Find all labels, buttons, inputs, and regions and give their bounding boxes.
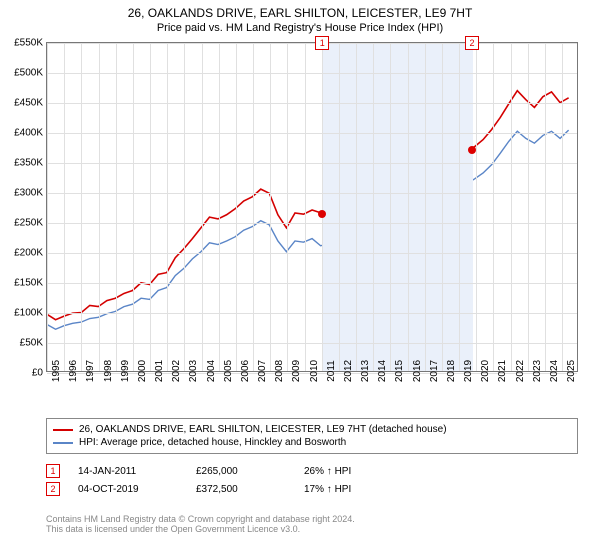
sale-dot [318, 210, 326, 218]
sale-delta: 17% ↑ HPI [304, 484, 351, 495]
x-tick-label: 2015 [390, 360, 405, 382]
sale-row: 2 04-OCT-2019 £372,500 17% ↑ HPI [46, 480, 351, 498]
x-tick-label: 2018 [442, 360, 457, 382]
x-tick-label: 2008 [270, 360, 285, 382]
x-tick-label: 1995 [47, 360, 62, 382]
x-tick-label: 2005 [219, 360, 234, 382]
x-tick-label: 2002 [167, 360, 182, 382]
x-tick-label: 1998 [99, 360, 114, 382]
x-tick-label: 2025 [562, 360, 577, 382]
sale-date: 14-JAN-2011 [78, 466, 178, 477]
y-tick-label: £0 [32, 368, 47, 379]
sales-table: 1 14-JAN-2011 £265,000 26% ↑ HPI 2 04-OCT-201… [46, 462, 351, 498]
price-chart: £0£50K£100K£150K£200K£250K£300K£350K£400… [46, 42, 578, 372]
page-title: 26, OAKLANDS DRIVE, EARL SHILTON, LEICES… [0, 0, 600, 20]
y-tick-label: £400K [14, 128, 47, 139]
sale-date: 04-OCT-2019 [78, 484, 178, 495]
x-tick-label: 2017 [425, 360, 440, 382]
x-tick-label: 1999 [116, 360, 131, 382]
y-tick-label: £100K [14, 308, 47, 319]
x-tick-label: 2010 [305, 360, 320, 382]
sale-price: £372,500 [196, 484, 286, 495]
legend-item-hpi: HPI: Average price, detached house, Hinc… [53, 436, 571, 449]
page-subtitle: Price paid vs. HM Land Registry's House … [0, 20, 600, 34]
x-tick-label: 2004 [202, 360, 217, 382]
x-tick-label: 2009 [287, 360, 302, 382]
sale-delta: 26% ↑ HPI [304, 466, 351, 477]
y-tick-label: £350K [14, 158, 47, 169]
sale-price: £265,000 [196, 466, 286, 477]
x-tick-label: 2020 [476, 360, 491, 382]
sale-marker: 2 [465, 36, 479, 50]
sale-dot [468, 146, 476, 154]
legend-swatch [53, 429, 73, 431]
x-tick-label: 2022 [511, 360, 526, 382]
sale-index: 2 [46, 482, 60, 496]
y-tick-label: £150K [14, 278, 47, 289]
legend-label: 26, OAKLANDS DRIVE, EARL SHILTON, LEICES… [79, 424, 447, 435]
legend-label: HPI: Average price, detached house, Hinc… [79, 437, 346, 448]
x-tick-label: 2003 [184, 360, 199, 382]
x-tick-label: 2011 [322, 360, 337, 382]
legend-item-property: 26, OAKLANDS DRIVE, EARL SHILTON, LEICES… [53, 423, 571, 436]
x-tick-label: 2021 [493, 360, 508, 382]
x-tick-label: 2023 [528, 360, 543, 382]
y-tick-label: £550K [14, 38, 47, 49]
sale-row: 1 14-JAN-2011 £265,000 26% ↑ HPI [46, 462, 351, 480]
x-tick-label: 2000 [133, 360, 148, 382]
x-tick-label: 1996 [64, 360, 79, 382]
x-tick-label: 2019 [459, 360, 474, 382]
legend: 26, OAKLANDS DRIVE, EARL SHILTON, LEICES… [46, 418, 578, 454]
attribution-footer: Contains HM Land Registry data © Crown c… [46, 514, 355, 534]
footer-line: This data is licensed under the Open Gov… [46, 524, 355, 534]
y-tick-label: £450K [14, 98, 47, 109]
sale-index: 1 [46, 464, 60, 478]
y-tick-label: £500K [14, 68, 47, 79]
x-tick-label: 2024 [545, 360, 560, 382]
x-tick-label: 2013 [356, 360, 371, 382]
footer-line: Contains HM Land Registry data © Crown c… [46, 514, 355, 524]
x-tick-label: 2006 [236, 360, 251, 382]
x-tick-label: 2016 [408, 360, 423, 382]
legend-swatch [53, 442, 73, 444]
sale-marker: 1 [315, 36, 329, 50]
y-tick-label: £200K [14, 248, 47, 259]
x-tick-label: 2007 [253, 360, 268, 382]
x-tick-label: 2014 [373, 360, 388, 382]
y-tick-label: £250K [14, 218, 47, 229]
y-tick-label: £50K [20, 338, 47, 349]
x-tick-label: 2012 [339, 360, 354, 382]
x-tick-label: 1997 [81, 360, 96, 382]
y-tick-label: £300K [14, 188, 47, 199]
x-tick-label: 2001 [150, 360, 165, 382]
